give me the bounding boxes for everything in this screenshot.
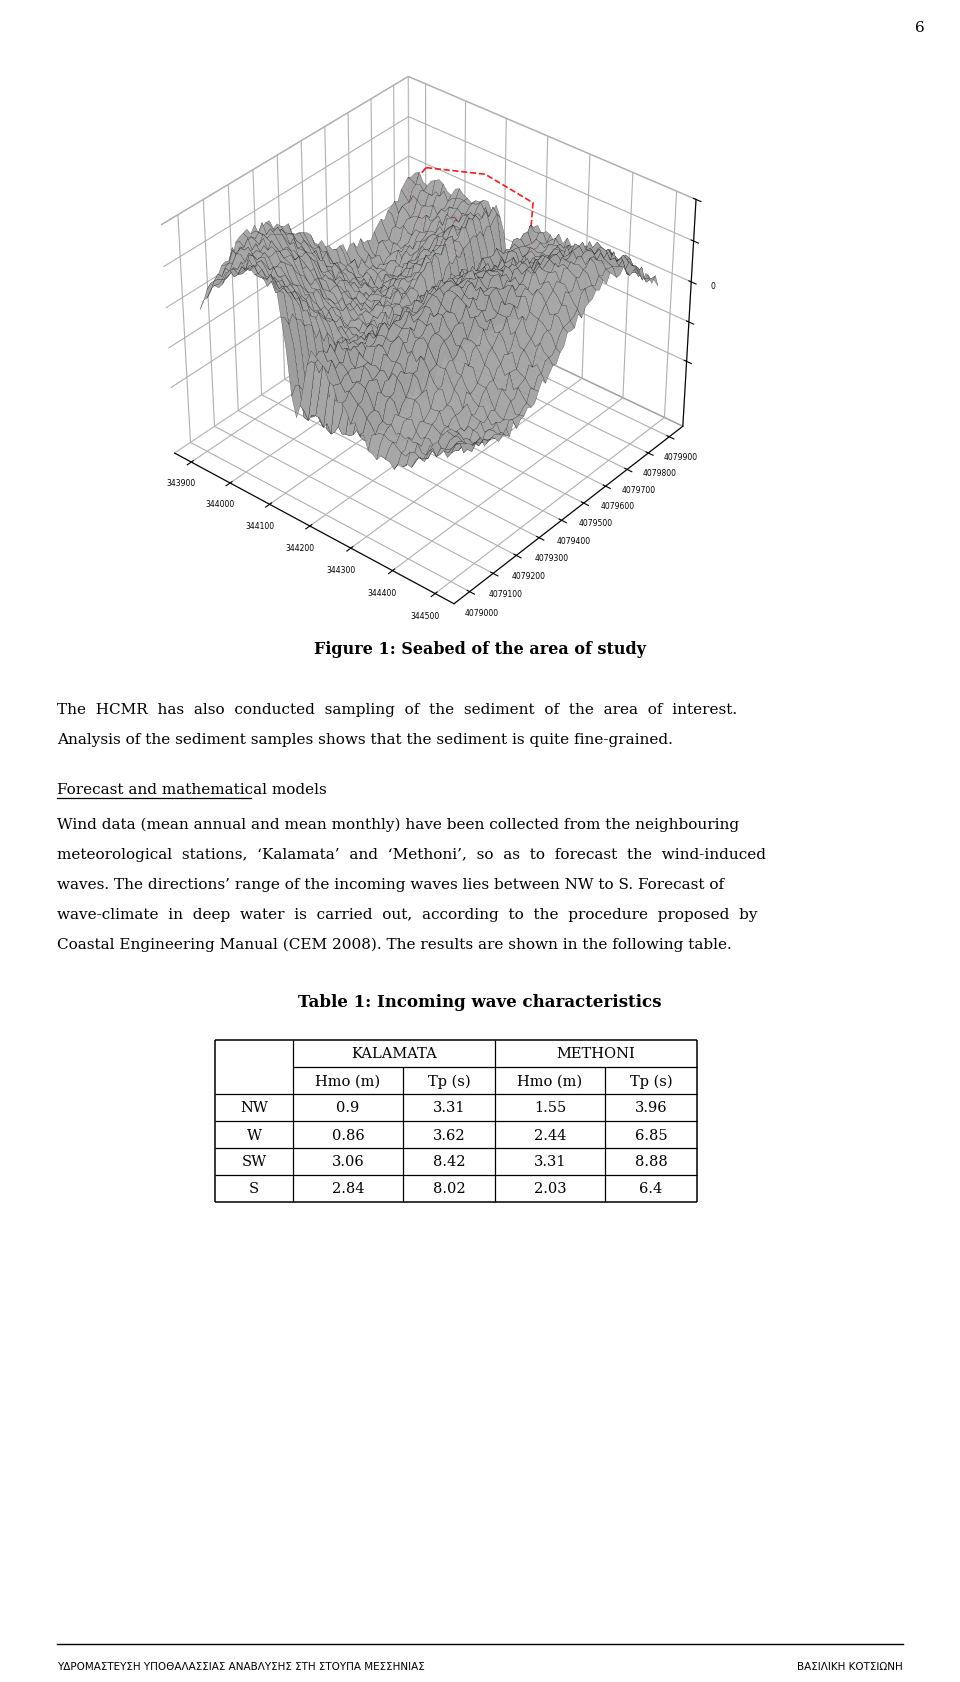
Text: Spring: Spring (575, 442, 677, 488)
Text: NW: NW (240, 1100, 268, 1115)
Text: 6.4: 6.4 (639, 1182, 662, 1196)
Text: waves. The directions’ range of the incoming waves lies between NW to S. Forecas: waves. The directions’ range of the inco… (57, 878, 724, 891)
Text: 8.02: 8.02 (433, 1182, 466, 1196)
Text: Figure 1: Seabed of the area of study: Figure 1: Seabed of the area of study (314, 641, 646, 658)
Text: 3.31: 3.31 (534, 1156, 566, 1169)
Text: 0.86: 0.86 (331, 1129, 365, 1142)
Text: SW: SW (241, 1156, 267, 1169)
Text: Wind data (mean annual and mean monthly) have been collected from the neighbouri: Wind data (mean annual and mean monthly)… (57, 817, 739, 831)
Text: Tp (s): Tp (s) (630, 1073, 672, 1088)
Text: 3.31: 3.31 (433, 1100, 466, 1115)
Text: METHONI: METHONI (557, 1046, 636, 1061)
Text: Analysis of the sediment samples shows that the sediment is quite fine-grained.: Analysis of the sediment samples shows t… (57, 733, 673, 747)
Text: The  HCMR  has  also  conducted  sampling  of  the  sediment  of  the  area  of : The HCMR has also conducted sampling of … (57, 703, 737, 717)
Text: 2.44: 2.44 (534, 1129, 566, 1142)
Text: 0.9: 0.9 (336, 1100, 360, 1115)
Text: 3.96: 3.96 (635, 1100, 667, 1115)
Text: 6: 6 (915, 20, 924, 35)
Text: Coastal Engineering Manual (CEM 2008). The results are shown in the following ta: Coastal Engineering Manual (CEM 2008). T… (57, 937, 732, 952)
Text: wave-climate  in  deep  water  is  carried  out,  according  to  the  procedure : wave-climate in deep water is carried ou… (57, 908, 757, 922)
Text: Hmo (m): Hmo (m) (517, 1073, 583, 1088)
Text: ΥΔΡΟΜΑΣΤΕΥΣΗ ΥΠΟΘΑΛΑΣΣΙΑΣ ΑΝΑΒΛΥΣΗΣ ΣΤΗ ΣΤΟΥΠΑ ΜΕΣΣΗΝΙΑΣ: ΥΔΡΟΜΑΣΤΕΥΣΗ ΥΠΟΘΑΛΑΣΣΙΑΣ ΑΝΑΒΛΥΣΗΣ ΣΤΗ … (57, 1662, 424, 1670)
Text: S: S (249, 1182, 259, 1196)
Text: Tp (s): Tp (s) (428, 1073, 470, 1088)
Text: ΒΑΣΙΛΙΚΗ ΚΟΤΣΙΩΝΗ: ΒΑΣΙΛΙΚΗ ΚΟΤΣΙΩΝΗ (797, 1662, 903, 1670)
Text: 8.88: 8.88 (635, 1156, 667, 1169)
Text: 3.62: 3.62 (433, 1129, 466, 1142)
Text: 2.84: 2.84 (332, 1182, 364, 1196)
Text: 8.42: 8.42 (433, 1156, 466, 1169)
Text: W: W (247, 1129, 261, 1142)
Text: Forecast and mathematical models: Forecast and mathematical models (57, 782, 326, 797)
Text: KALAMATA: KALAMATA (351, 1046, 437, 1061)
Text: 2.03: 2.03 (534, 1182, 566, 1196)
Text: Table 1: Incoming wave characteristics: Table 1: Incoming wave characteristics (299, 994, 661, 1011)
Text: 1.55: 1.55 (534, 1100, 566, 1115)
Text: 6.85: 6.85 (635, 1129, 667, 1142)
Text: Hmo (m): Hmo (m) (316, 1073, 380, 1088)
Text: 3.06: 3.06 (331, 1156, 365, 1169)
Text: meteorological  stations,  ‘Kalamata’  and  ‘Methoni’,  so  as  to  forecast  th: meteorological stations, ‘Kalamata’ and … (57, 848, 766, 861)
